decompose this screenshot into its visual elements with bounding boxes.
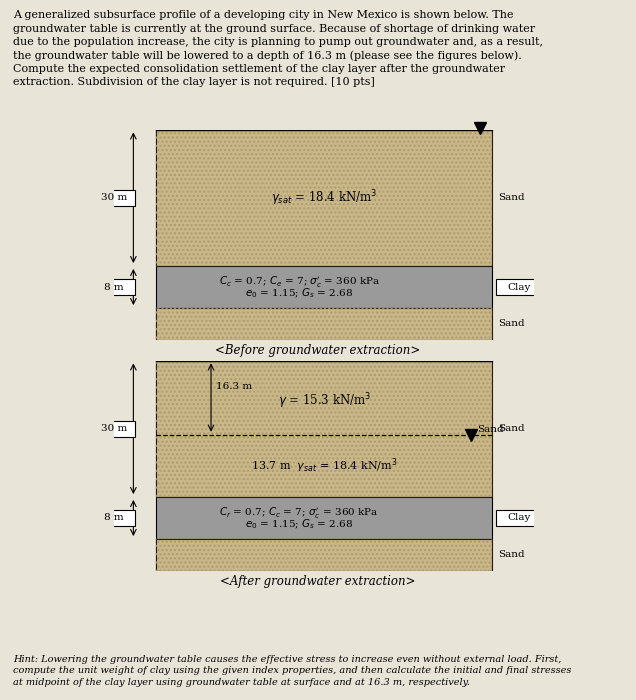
Text: $e_0$ = 1.15; $G_s$ = 2.68: $e_0$ = 1.15; $G_s$ = 2.68 <box>245 286 354 300</box>
Bar <box>156 497 492 539</box>
Text: 30 m: 30 m <box>100 193 127 202</box>
Text: $\gamma_{sat}$ = 18.4 kN/m$^3$: $\gamma_{sat}$ = 18.4 kN/m$^3$ <box>271 188 378 207</box>
Bar <box>156 266 492 308</box>
Text: A generalized subsurface profile of a developing city in New Mexico is shown bel: A generalized subsurface profile of a de… <box>13 10 543 88</box>
Text: <Before groundwater extraction>: <Before groundwater extraction> <box>216 344 420 358</box>
Bar <box>497 510 543 526</box>
Bar <box>156 130 492 266</box>
Bar <box>92 190 135 206</box>
Text: Clay: Clay <box>508 514 531 522</box>
Text: Sand: Sand <box>499 319 525 328</box>
Text: 30 m: 30 m <box>100 424 127 433</box>
Text: Hint: Lowering the groundwater table causes the effective stress to increase eve: Hint: Lowering the groundwater table cau… <box>13 654 571 687</box>
Bar <box>92 510 135 526</box>
Bar <box>92 279 135 295</box>
Text: $C_c$ = 0.7; $C_e$ = 7; $\sigma_c^{\prime}$ = 360 kPa: $C_c$ = 0.7; $C_e$ = 7; $\sigma_c^{\prim… <box>219 274 380 290</box>
Text: 16.3 m: 16.3 m <box>216 382 252 391</box>
Bar <box>156 130 492 266</box>
Text: Clay: Clay <box>508 283 531 291</box>
Text: Sand: Sand <box>478 425 504 433</box>
Text: $\gamma$ = 15.3 kN/m$^3$: $\gamma$ = 15.3 kN/m$^3$ <box>278 391 371 410</box>
Bar <box>497 279 543 295</box>
Bar <box>156 308 492 340</box>
Bar <box>156 539 492 570</box>
Text: 13.7 m  $\gamma_{sat}$ = 18.4 kN/m$^3$: 13.7 m $\gamma_{sat}$ = 18.4 kN/m$^3$ <box>251 456 398 475</box>
Text: <After groundwater extraction>: <After groundwater extraction> <box>220 575 416 589</box>
Bar <box>156 360 492 497</box>
Bar <box>156 308 492 340</box>
Text: 8 m: 8 m <box>104 283 123 291</box>
Text: $e_0$ = 1.15; $G_s$ = 2.68: $e_0$ = 1.15; $G_s$ = 2.68 <box>245 517 354 531</box>
Bar <box>156 539 492 570</box>
Text: Sand: Sand <box>499 193 525 202</box>
Text: Sand: Sand <box>499 550 525 559</box>
Text: $C_r$ = 0.7; $C_c$ = 7; $\sigma_c^{\prime}$ = 360 kPa: $C_r$ = 0.7; $C_c$ = 7; $\sigma_c^{\prim… <box>219 505 379 521</box>
Bar <box>92 421 135 437</box>
Text: 8 m: 8 m <box>104 514 123 522</box>
Bar <box>156 360 492 497</box>
Text: Sand: Sand <box>499 424 525 433</box>
